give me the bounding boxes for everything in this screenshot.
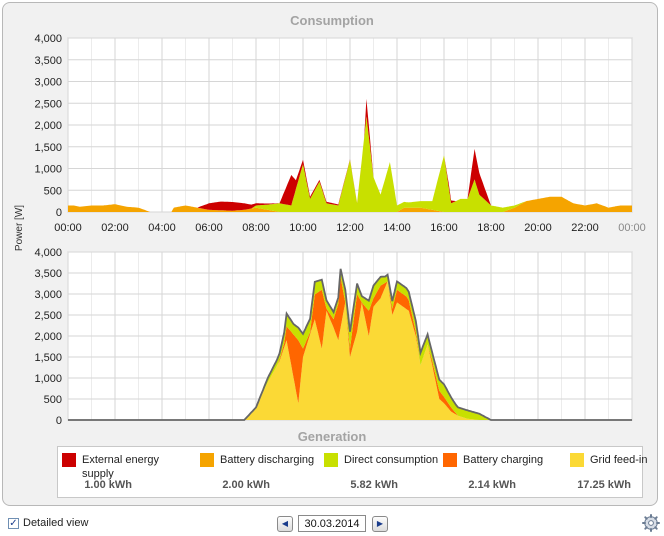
y-tick-label: 4,000 <box>34 247 62 259</box>
x-tick-label: 02:00 <box>101 222 129 234</box>
x-tick-label: 16:00 <box>430 222 458 234</box>
arrow-right-icon: ▶ <box>376 519 384 528</box>
detailed-view-label: Detailed view <box>23 517 89 529</box>
x-tick-label: 22:00 <box>571 222 599 234</box>
y-tick-label: 1,500 <box>34 142 62 154</box>
x-tick-label: 08:00 <box>242 222 270 234</box>
y-tick-label: 3,500 <box>34 55 62 67</box>
x-tick-label: 10:00 <box>289 222 317 234</box>
y-axis-label: Power [W] <box>14 205 25 251</box>
x-tick-label: 04:00 <box>148 222 176 234</box>
total-generation-line <box>68 268 632 421</box>
y-tick-label: 1,000 <box>34 164 62 176</box>
legend-label: Battery discharging <box>220 454 315 466</box>
bottom-bar: ✓ Detailed view ◀ ▶ <box>0 512 664 536</box>
legend-label: Battery charging <box>463 454 544 466</box>
legend-swatch <box>570 453 584 467</box>
legend-label: External energy supply <box>82 454 160 480</box>
area-battery-discharging <box>68 196 632 212</box>
x-tick-label: 12:00 <box>336 222 364 234</box>
y-tick-label: 0 <box>56 415 62 427</box>
y-tick-label: 3,500 <box>34 268 62 280</box>
y-tick-label: 2,500 <box>34 310 62 322</box>
previous-day-button[interactable]: ◀ <box>277 516 293 532</box>
consumption-title: Consumption <box>290 13 374 28</box>
x-tick-label: 00:00 <box>54 222 82 234</box>
y-tick-label: 1,500 <box>34 352 62 364</box>
x-tick-label: 18:00 <box>477 222 505 234</box>
y-tick-label: 1,000 <box>34 373 62 385</box>
detailed-view-checkbox[interactable]: ✓ <box>8 518 19 529</box>
area-direct-consumption <box>68 116 632 212</box>
next-day-button[interactable]: ▶ <box>372 516 388 532</box>
legend-label: Direct consumption <box>344 454 439 466</box>
arrow-left-icon: ◀ <box>281 519 289 528</box>
gear-icon[interactable] <box>642 514 660 532</box>
y-tick-label: 500 <box>44 185 62 197</box>
legend-value: 2.14 kWh <box>468 479 516 491</box>
y-tick-label: 3,000 <box>34 289 62 301</box>
x-tick-label: 14:00 <box>383 222 411 234</box>
legend-swatch <box>443 453 457 467</box>
y-tick-label: 2,000 <box>34 331 62 343</box>
legend: External energy supply 1.00 kWh Battery di… <box>57 446 647 498</box>
y-tick-label: 0 <box>56 207 62 219</box>
y-tick-label: 2,500 <box>34 98 62 110</box>
generation-title: Generation <box>297 429 367 444</box>
x-tick-label: 06:00 <box>195 222 223 234</box>
legend-swatch <box>324 453 338 467</box>
x-tick-label: 00:00 <box>618 222 646 234</box>
legend-value: 17.25 kWh <box>577 479 631 491</box>
area-grid-feed-in <box>68 281 632 420</box>
x-tick-label: 20:00 <box>524 222 552 234</box>
legend-swatch <box>200 453 214 467</box>
area-direct-consumption <box>68 268 632 420</box>
legend-value: 5.82 kWh <box>350 479 398 491</box>
y-tick-label: 500 <box>44 394 62 406</box>
y-tick-label: 4,000 <box>34 33 62 45</box>
date-input[interactable] <box>298 515 366 532</box>
legend-value: 1.00 kWh <box>84 479 132 491</box>
y-tick-label: 3,000 <box>34 77 62 89</box>
legend-swatch <box>62 453 76 467</box>
y-tick-label: 2,000 <box>34 120 62 132</box>
legend-value: 2.00 kWh <box>222 479 270 491</box>
legend-label: Grid feed-in <box>590 454 648 466</box>
